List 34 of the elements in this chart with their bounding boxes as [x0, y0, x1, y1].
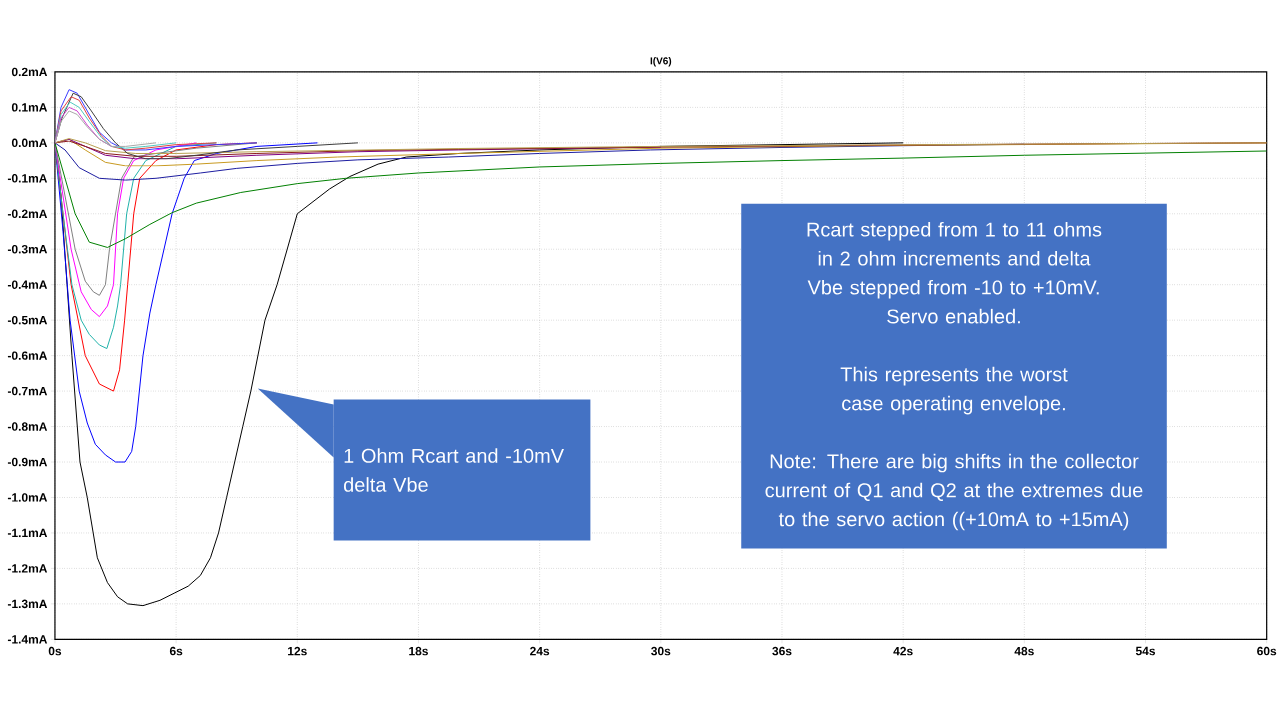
- x-tick-label: 12s: [288, 646, 307, 656]
- annotation: Servo enabled.: [887, 308, 1020, 324]
- x-tick-label: 18s: [409, 646, 428, 656]
- y-tick-label: -0.9mA: [7, 457, 48, 467]
- y-tick-label: -1.2mA: [7, 564, 48, 573]
- x-tick-label: 30s: [651, 646, 671, 656]
- annotation: Rcart stepped from 1 to 11 ohms in 2 ohm increments and delta Vbe stepped from -10 to +10mV.: [807, 221, 1102, 299]
- annotation: 1 Ohm Rcart and -10mV delta Vbe: [344, 448, 564, 492]
- y-tick-label: -0.6mA: [7, 351, 48, 360]
- x-tick-label: 0s: [48, 646, 62, 656]
- y-tick-label: -0.4mA: [7, 280, 48, 289]
- y-tick-label: -0.7mA: [7, 386, 48, 396]
- annotation: This represents the worst case operating envelope.: [840, 366, 1068, 415]
- x-tick-label: 48s: [1014, 646, 1034, 656]
- y-tick-label: -0.5mA: [7, 315, 48, 325]
- y-tick-label: -1.0mA: [7, 493, 48, 502]
- chart-title: I(V6): [650, 56, 672, 67]
- annotation: Note: There are big shifts in the collector current of Q1 and Q2 at the extremes due to the servo action ((+10mA to +15mA): [765, 453, 1143, 531]
- x-tick-label: 60s: [1257, 646, 1277, 656]
- y-tick-label: 0.1mA: [11, 103, 48, 112]
- y-tick-label: -1.1mA: [7, 528, 48, 537]
- y-tick-label: 0.2mA: [11, 67, 48, 77]
- y-tick-label: -0.1mA: [7, 173, 48, 183]
- y-tick-label: -0.3mA: [7, 244, 48, 254]
- x-tick-label: 54s: [1135, 646, 1156, 656]
- y-tick-label: -0.2mA: [7, 209, 48, 218]
- x-tick-label: 6s: [169, 646, 183, 656]
- y-tick-label: -1.4mA: [7, 635, 48, 644]
- x-tick-label: 36s: [772, 646, 792, 656]
- y-tick-label: -1.3mA: [7, 599, 48, 608]
- y-tick-label: -0.8mA: [7, 422, 48, 431]
- y-tick-label: 0.0mA: [11, 138, 48, 147]
- x-tick-label: 42s: [893, 646, 913, 656]
- x-tick-label: 24s: [530, 646, 550, 656]
